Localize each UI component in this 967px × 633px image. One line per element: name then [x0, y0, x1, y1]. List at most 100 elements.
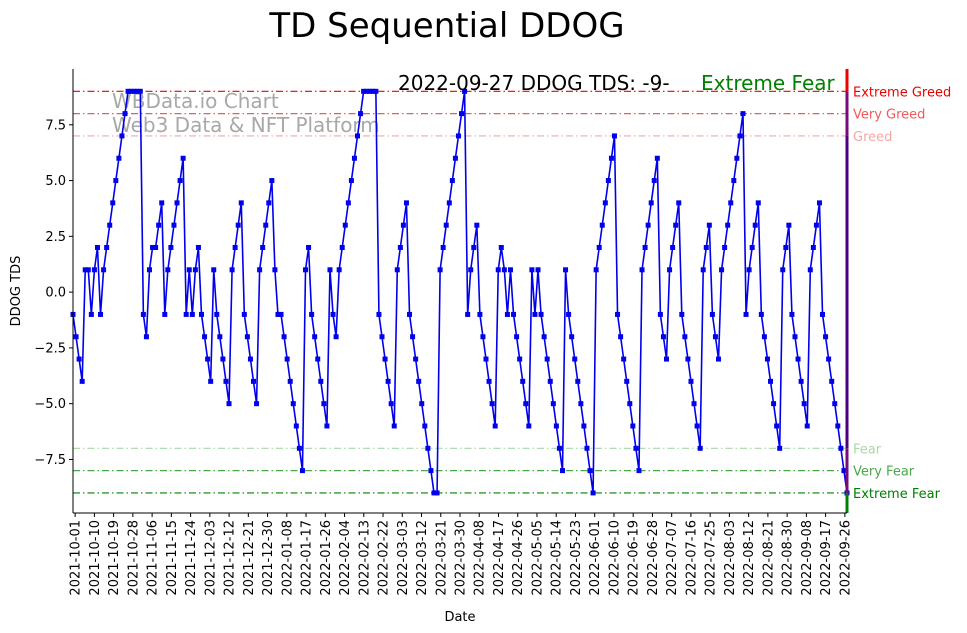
data-point-177: [611, 133, 617, 139]
y-tick-label-5: 5.0: [45, 174, 66, 189]
x-tick-label-33: 2022-07-25: [704, 520, 719, 596]
data-point-235: [789, 311, 795, 317]
data-point-151: [532, 311, 538, 317]
level-label-0: Extreme Greed: [853, 85, 951, 100]
data-point-241: [807, 267, 813, 273]
data-point-41: [195, 244, 201, 250]
x-tick-label-39: 2022-09-17: [819, 520, 834, 596]
data-point-143: [507, 267, 513, 273]
x-tick-label-12: 2022-01-17: [300, 520, 315, 596]
data-point-238: [798, 378, 804, 384]
data-point-12: [107, 222, 113, 228]
data-point-42: [198, 311, 204, 317]
data-point-198: [676, 200, 682, 206]
x-tick-label-21: 2022-04-08: [473, 520, 488, 596]
data-point-150: [529, 267, 535, 273]
data-point-214: [725, 222, 731, 228]
data-point-61: [257, 267, 263, 273]
data-point-234: [786, 222, 792, 228]
data-point-119: [434, 490, 440, 496]
data-point-171: [593, 267, 599, 273]
x-tick-label-16: 2022-02-22: [377, 520, 392, 596]
data-point-148: [523, 401, 529, 407]
data-point-114: [419, 401, 425, 407]
data-point-197: [673, 222, 679, 228]
data-point-70: [284, 356, 290, 362]
x-tick-label-2: 2021-10-19: [107, 520, 122, 596]
data-point-5: [85, 267, 91, 273]
latest-annotation: 2022-09-27 DDOG TDS: -9-: [398, 71, 670, 95]
data-point-36: [180, 155, 186, 161]
data-point-48: [217, 334, 223, 340]
y-axis-label: DDOG TDS: [9, 256, 24, 327]
level-label-3: Fear: [853, 442, 882, 457]
data-point-155: [544, 356, 550, 362]
data-point-68: [278, 311, 284, 317]
data-point-94: [358, 111, 364, 117]
data-point-22: [137, 88, 143, 94]
level-label-5: Extreme Fear: [853, 487, 941, 502]
data-point-249: [832, 401, 838, 407]
data-point-184: [633, 445, 639, 451]
data-point-56: [241, 311, 247, 317]
data-point-130: [468, 267, 474, 273]
data-point-101: [379, 334, 385, 340]
data-point-222: [749, 244, 755, 250]
data-point-13: [110, 200, 116, 206]
data-point-162: [566, 311, 572, 317]
data-point-149: [526, 423, 532, 429]
data-point-18: [125, 88, 131, 94]
data-point-4: [82, 267, 88, 273]
level-label-2: Greed: [853, 130, 892, 145]
x-tick-label-24: 2022-05-05: [530, 520, 545, 596]
x-tick-label-40: 2022-09-26: [838, 520, 853, 596]
data-point-223: [752, 222, 758, 228]
data-point-179: [618, 334, 624, 340]
data-point-199: [679, 311, 685, 317]
data-point-124: [449, 178, 455, 184]
data-point-106: [394, 267, 400, 273]
data-point-96: [364, 88, 370, 94]
x-tick-label-34: 2022-08-03: [723, 520, 738, 596]
data-point-190: [651, 178, 657, 184]
chart-title: TD Sequential DDOG: [268, 6, 624, 46]
data-point-26: [150, 244, 156, 250]
data-point-49: [220, 356, 226, 362]
x-tick-label-36: 2022-08-21: [761, 520, 776, 596]
data-point-66: [272, 267, 278, 273]
data-point-247: [826, 356, 832, 362]
x-tick-label-7: 2021-12-03: [203, 520, 218, 596]
data-point-47: [214, 311, 220, 317]
x-axis-label: Date: [444, 610, 475, 625]
data-point-104: [388, 401, 394, 407]
data-point-10: [101, 267, 107, 273]
y-tick-label-0: −7.5: [34, 453, 66, 468]
status-label: Extreme Fear: [701, 71, 836, 95]
data-point-117: [428, 468, 434, 474]
data-point-186: [639, 267, 645, 273]
data-point-169: [587, 468, 593, 474]
data-point-21: [134, 88, 140, 94]
data-point-163: [569, 334, 575, 340]
data-point-134: [480, 334, 486, 340]
data-point-205: [697, 445, 703, 451]
x-tick-label-10: 2021-12-30: [261, 520, 276, 596]
data-point-183: [630, 423, 636, 429]
x-tick-label-19: 2022-03-21: [434, 520, 449, 596]
data-point-168: [584, 445, 590, 451]
data-point-181: [624, 378, 630, 384]
data-point-27: [153, 244, 159, 250]
data-point-28: [156, 222, 162, 228]
data-point-229: [771, 401, 777, 407]
data-point-15: [116, 155, 122, 161]
data-point-55: [238, 200, 244, 206]
data-point-140: [498, 244, 504, 250]
data-point-207: [703, 244, 709, 250]
data-point-95: [361, 88, 367, 94]
y-tick-label-4: 2.5: [45, 230, 66, 245]
data-point-52: [229, 267, 235, 273]
data-point-232: [780, 267, 786, 273]
data-point-138: [492, 423, 498, 429]
data-point-195: [667, 267, 673, 273]
